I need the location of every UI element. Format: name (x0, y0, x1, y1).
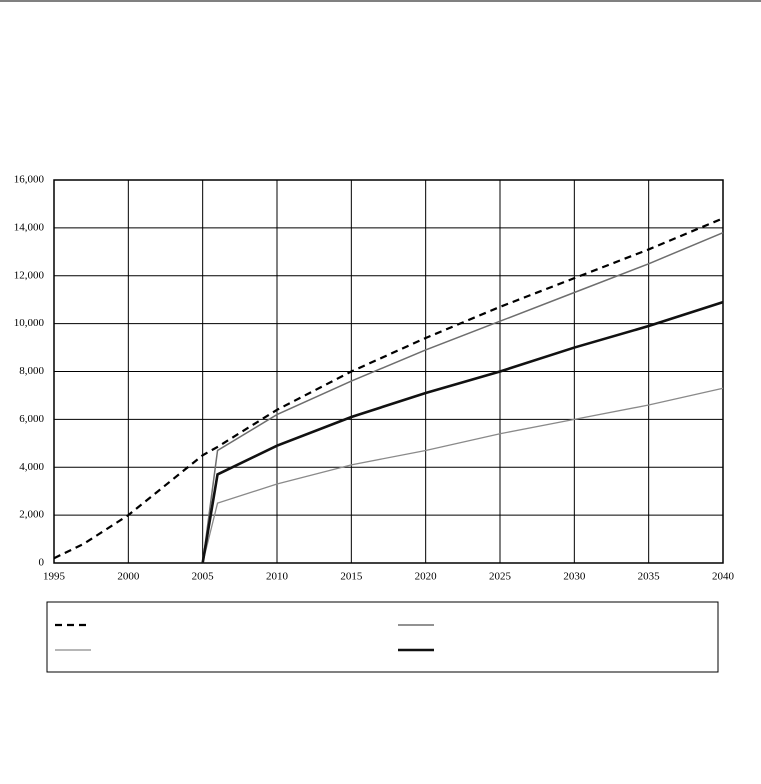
x-tick-label: 2005 (192, 571, 215, 583)
x-tick-label: 2025 (489, 571, 512, 583)
y-tick-label: 8,000 (19, 365, 44, 377)
y-tick-label: 10,000 (14, 317, 45, 329)
y-tick-label: 16,000 (14, 174, 45, 186)
x-tick-label: 2020 (415, 571, 438, 583)
y-tick-label: 4,000 (19, 461, 44, 473)
series-line (201, 231, 724, 564)
series-line (202, 387, 724, 564)
series-line (201, 300, 724, 564)
y-tick-label: 14,000 (14, 221, 45, 233)
x-tick-label: 2000 (117, 571, 140, 583)
x-tick-label: 2035 (638, 571, 661, 583)
series-line (53, 217, 724, 560)
x-tick-label: 2015 (340, 571, 363, 583)
plot-frame (53, 179, 724, 564)
y-tick-label: 2,000 (19, 509, 44, 521)
x-tick-label: 2030 (563, 571, 586, 583)
x-tick-label: 1995 (43, 571, 66, 583)
legend-box (46, 601, 719, 673)
y-tick-label: 0 (39, 557, 45, 569)
y-tick-label: 6,000 (19, 413, 44, 425)
x-tick-label: 2040 (712, 571, 735, 583)
y-tick-label: 12,000 (14, 269, 45, 281)
x-tick-label: 2010 (266, 571, 289, 583)
